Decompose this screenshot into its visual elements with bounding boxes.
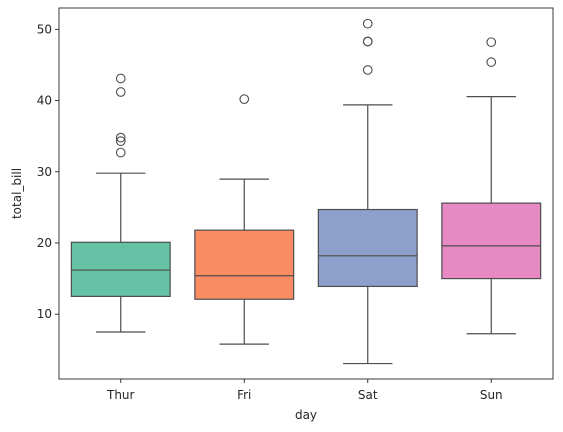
x-tick-label-fri: Fri: [237, 388, 251, 402]
x-axis: Thur Fri Sat Sun: [106, 379, 503, 402]
plot-frame: [58, 7, 554, 380]
x-tick-label-sun: Sun: [480, 388, 503, 402]
y-tick-label: 10: [37, 307, 52, 321]
y-tick-label: 20: [37, 236, 52, 250]
box-sun: [441, 202, 542, 280]
outlier-point: [362, 36, 373, 47]
y-axis: 10 20 30 40 50: [37, 22, 59, 321]
outlier-point: [486, 37, 497, 48]
outlier-point: [486, 57, 497, 67]
box-sat: [317, 208, 418, 288]
outlier-point: [115, 136, 126, 147]
plot-content: [70, 18, 542, 365]
x-tick-label-sat: Sat: [358, 388, 378, 402]
x-tick-label-thur: Thur: [106, 388, 135, 402]
outlier-point: [115, 87, 126, 97]
box-group-sat: [317, 18, 418, 365]
box-group-thur: [70, 73, 171, 333]
outlier-point: [115, 73, 126, 84]
box-thur: [70, 241, 171, 297]
y-tick-label: 30: [37, 165, 52, 179]
outlier-point: [362, 18, 373, 29]
y-tick-label: 50: [37, 22, 52, 36]
box-fri: [194, 229, 295, 300]
outlier-point: [115, 147, 126, 158]
x-axis-label: day: [295, 408, 317, 422]
outlier-point: [239, 94, 250, 104]
box-group-fri: [194, 94, 295, 345]
box-group-sun: [441, 37, 542, 335]
outlier-point: [115, 132, 126, 143]
y-axis-label: total_bill: [10, 168, 24, 219]
outlier-point: [362, 65, 373, 75]
y-tick-label: 40: [37, 94, 52, 108]
